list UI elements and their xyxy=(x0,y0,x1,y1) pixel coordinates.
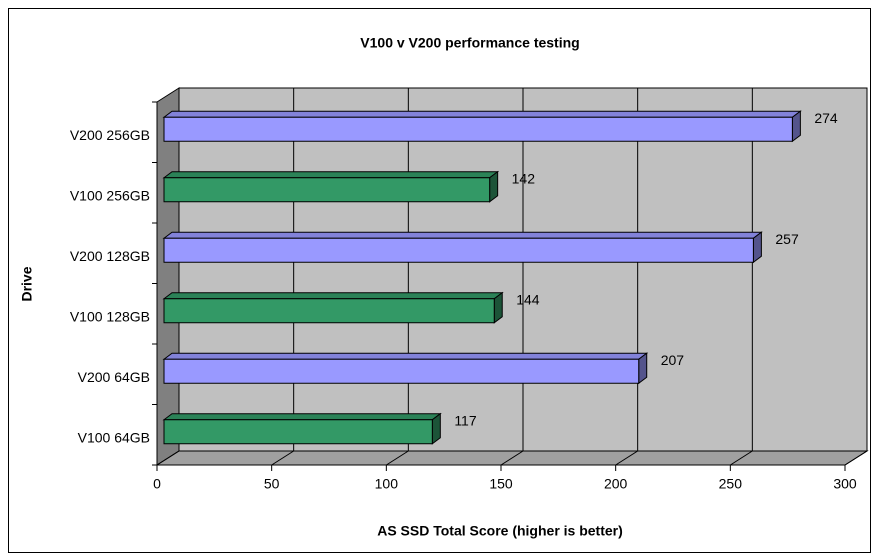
y-tick-label: V100 64GB xyxy=(78,429,150,445)
floor-grid-line xyxy=(386,450,409,466)
x-tick-label: 0 xyxy=(153,476,161,492)
bar xyxy=(163,419,433,445)
value-label: 257 xyxy=(775,231,799,247)
bar xyxy=(163,358,640,384)
y-tick-label: V100 256GB xyxy=(70,187,150,203)
x-tick-label: 150 xyxy=(489,476,513,492)
bar-side xyxy=(638,352,648,385)
y-tick-label: V200 64GB xyxy=(78,369,150,385)
bar-side xyxy=(752,231,762,264)
x-axis-label: AS SSD Total Score (higher is better) xyxy=(377,523,623,539)
bar-side xyxy=(493,291,503,324)
floor-grid-line xyxy=(844,450,868,466)
bar-side xyxy=(791,110,801,143)
y-tick-label: V200 128GB xyxy=(70,248,150,264)
y-tick-label: V200 256GB xyxy=(70,127,150,143)
bar xyxy=(163,116,793,142)
bar-side xyxy=(431,412,441,445)
side-wall xyxy=(156,87,180,466)
chart-title: V100 v V200 performance testing xyxy=(360,35,579,51)
floor-grid-line xyxy=(730,450,753,466)
y-axis-label: Drive xyxy=(19,266,35,301)
value-label: 144 xyxy=(516,291,540,307)
floor-grid-line xyxy=(156,450,180,466)
x-tick-label: 50 xyxy=(264,476,280,492)
bar-top xyxy=(162,171,500,179)
x-tick-label: 300 xyxy=(833,476,857,492)
bar-top xyxy=(162,292,504,300)
x-tick-label: 100 xyxy=(375,476,399,492)
value-label: 117 xyxy=(454,412,477,428)
value-label: 142 xyxy=(512,170,536,186)
y-tick-label: V100 128GB xyxy=(70,308,150,324)
x-tick-label: 250 xyxy=(719,476,743,492)
bar xyxy=(163,298,495,324)
floor-grid-line xyxy=(615,450,638,466)
value-label: 207 xyxy=(661,352,685,368)
bar-side xyxy=(489,170,499,203)
value-label: 274 xyxy=(814,110,838,126)
bar-top xyxy=(162,231,763,239)
bar-top xyxy=(162,413,442,421)
x-tick-label: 200 xyxy=(604,476,628,492)
floor-grid-line xyxy=(500,450,524,466)
floor-grid-line xyxy=(271,450,294,466)
bar xyxy=(163,237,754,263)
bar-top xyxy=(162,110,802,118)
bar xyxy=(163,177,491,203)
bar-top xyxy=(162,352,649,360)
